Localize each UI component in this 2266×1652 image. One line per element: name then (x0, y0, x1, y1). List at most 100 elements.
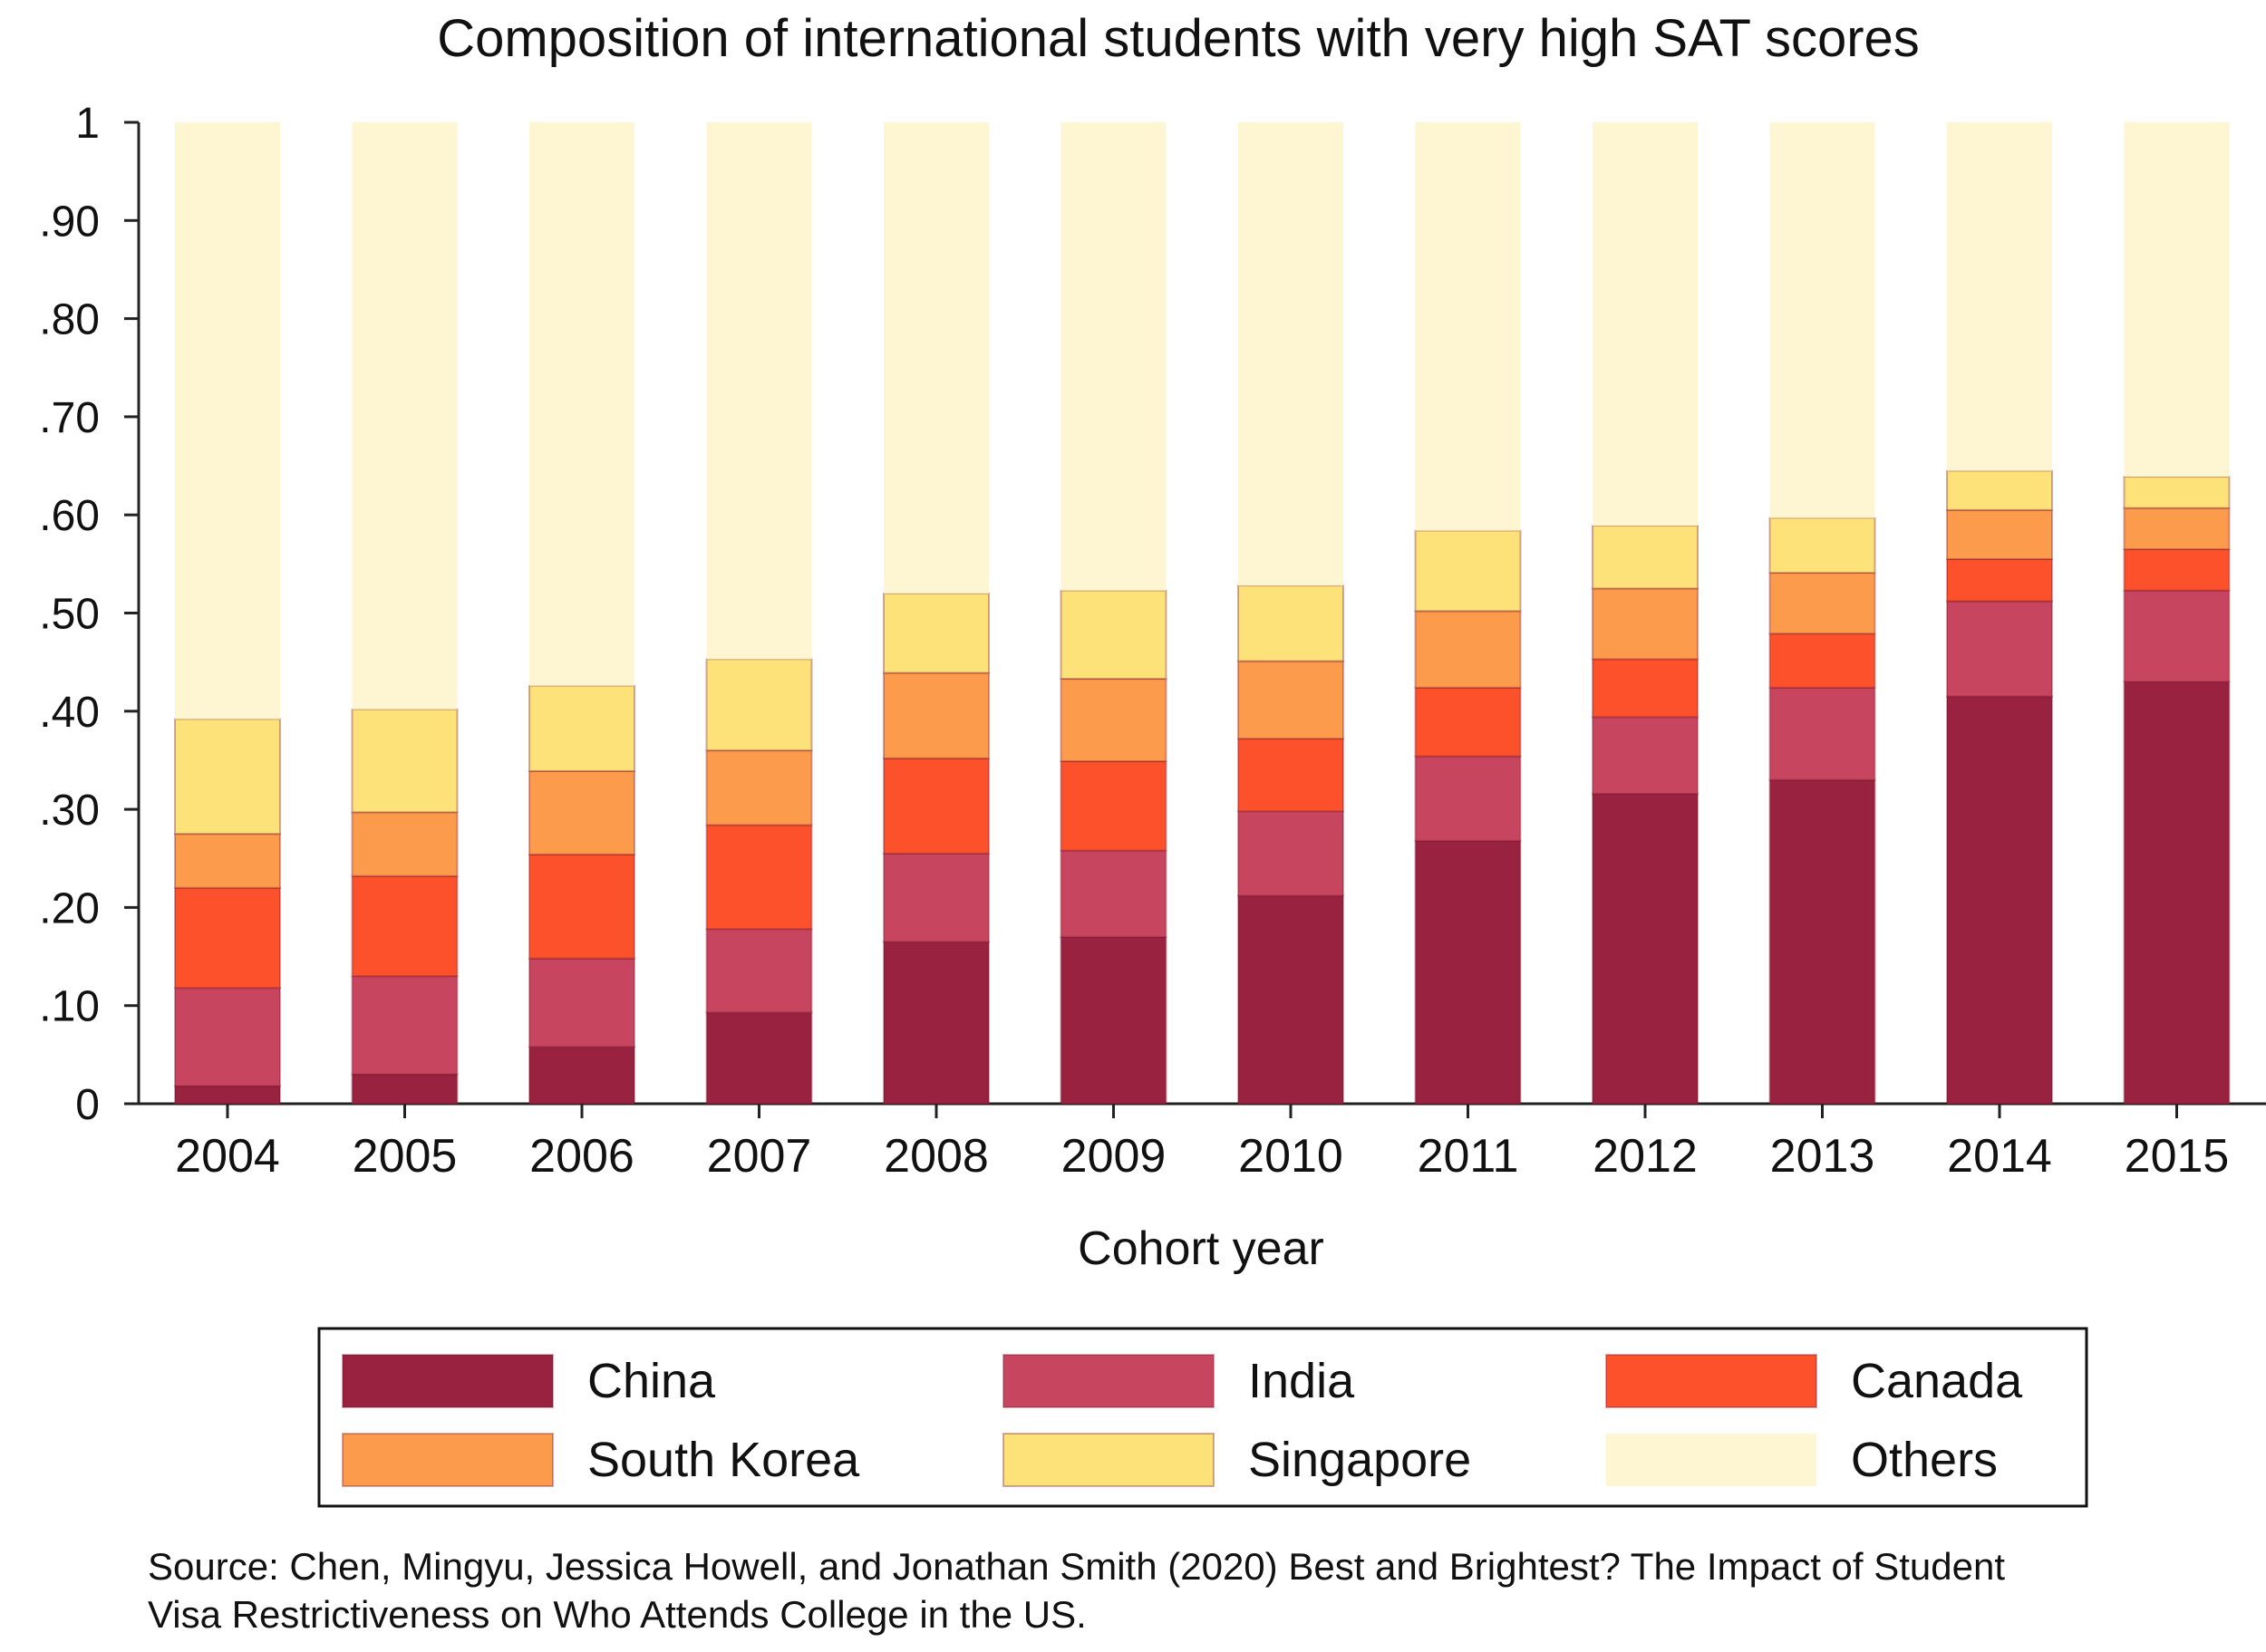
bar-segment-canada-2015 (2123, 548, 2231, 592)
bar-segment-others-2013 (1769, 122, 1875, 518)
bar-segment-india-2010 (1237, 810, 1344, 897)
plot-area: 0 .10 .20 .30 .40 .50 .60 .70 .80 .90 1 2004 2005 200… (39, 100, 2266, 1183)
bar-segment-south-korea-2010 (1237, 660, 1344, 740)
x-tick-label: 2007 (707, 1130, 812, 1183)
bar-segment-south-korea-2014 (1946, 508, 2053, 560)
y-tick-label: .60 (39, 492, 100, 540)
bar-segment-india-2015 (2123, 589, 2231, 683)
bar-segment-others-2007 (706, 122, 812, 660)
legend-label-india: India (1248, 1354, 1355, 1408)
bar-segment-india-2008 (883, 852, 990, 943)
legend-swatch-south-korea (342, 1433, 554, 1487)
bar-segment-canada-2006 (528, 853, 635, 960)
bar-segment-singapore-2007 (705, 658, 813, 752)
bar-segment-india-2011 (1414, 755, 1522, 842)
bar-segment-canada-2004 (174, 886, 281, 990)
x-tick-label: 2008 (884, 1130, 989, 1183)
x-tick-label: 2015 (2125, 1130, 2230, 1183)
legend-label-others: Others (1851, 1433, 1998, 1487)
legend: China India Canada South Korea Singapore Othe… (317, 1327, 2088, 1508)
y-tick-label: .10 (39, 983, 100, 1031)
bar-segment-canada-2010 (1237, 738, 1344, 813)
legend-label-south-korea: South Korea (587, 1433, 860, 1487)
x-axis-title: Cohort year (1078, 1222, 1324, 1275)
bar-segment-south-korea-2009 (1060, 678, 1167, 763)
bar-segment-china-2008 (883, 941, 990, 1106)
x-tick-label: 2009 (1061, 1130, 1167, 1183)
bar-segment-china-2005 (351, 1073, 459, 1106)
bar-segment-others-2015 (2124, 122, 2230, 477)
bar-segment-canada-2014 (1946, 557, 2053, 603)
bar-segment-china-2006 (528, 1046, 635, 1106)
x-tick-label: 2005 (353, 1130, 458, 1183)
bar-segment-south-korea-2012 (1592, 587, 1699, 661)
bar-segment-canada-2012 (1592, 658, 1699, 719)
bar-segment-south-korea-2015 (2123, 507, 2231, 551)
y-tick-label: .40 (39, 689, 100, 737)
bar-segment-others-2010 (1238, 122, 1343, 586)
bar-segment-singapore-2015 (2123, 475, 2231, 509)
y-tick-label: .30 (39, 787, 100, 835)
bar-segment-canada-2011 (1414, 686, 1522, 758)
legend-label-china: China (587, 1354, 716, 1408)
chart-title: Composition of international students wi… (437, 9, 1920, 68)
bar-segment-singapore-2008 (883, 592, 990, 674)
bar-segment-others-2004 (175, 122, 280, 720)
x-tick-label: 2014 (1947, 1130, 2052, 1183)
bar-segment-china-2009 (1060, 935, 1167, 1106)
x-tick-label: 2012 (1593, 1130, 1698, 1183)
legend-swatch-others (1606, 1434, 1816, 1486)
bar-segment-others-2005 (352, 122, 458, 710)
bar-segment-south-korea-2006 (528, 769, 635, 855)
bar-segment-china-2010 (1237, 894, 1344, 1105)
y-tick-label: .70 (39, 394, 100, 442)
bar-segment-others-2014 (1947, 122, 2052, 471)
bar-segment-canada-2009 (1060, 760, 1167, 852)
bar-segment-china-2014 (1946, 695, 2053, 1105)
bar-segment-others-2012 (1593, 122, 1698, 527)
bar-segment-south-korea-2013 (1768, 572, 1876, 635)
bar-segment-singapore-2004 (174, 718, 281, 836)
bar-segment-china-2013 (1768, 778, 1876, 1105)
y-tick-label: .80 (39, 296, 100, 344)
x-tick-label: 2006 (529, 1130, 634, 1183)
y-tick-label: .90 (39, 198, 100, 246)
bar-segment-china-2015 (2123, 681, 2231, 1105)
bar-segment-china-2004 (174, 1085, 281, 1105)
legend-swatch-canada (1605, 1354, 1817, 1408)
bar-segment-china-2012 (1592, 792, 1699, 1105)
y-tick-label: 0 (75, 1081, 100, 1129)
bar-segment-canada-2013 (1768, 633, 1876, 689)
x-tick-label: 2010 (1238, 1130, 1343, 1183)
bar-segment-canada-2008 (883, 757, 990, 855)
bar-segment-india-2004 (174, 987, 281, 1087)
bar-segment-canada-2007 (705, 824, 813, 931)
bar-segment-south-korea-2007 (705, 749, 813, 826)
bar-segment-india-2009 (1060, 849, 1167, 938)
y-tick-label: .50 (39, 591, 100, 639)
legend-label-canada: Canada (1851, 1354, 2023, 1408)
source-note: Source: Chen, Mingyu, Jessica Howell, an… (148, 1545, 2006, 1636)
bar-segment-singapore-2011 (1414, 529, 1522, 613)
bar-segment-singapore-2014 (1946, 469, 2053, 511)
bar-segment-india-2006 (528, 957, 635, 1048)
y-tick-label: .20 (39, 884, 100, 932)
bar-segment-others-2006 (529, 122, 634, 686)
bar-segment-others-2008 (884, 122, 989, 594)
bar-segment-india-2012 (1592, 716, 1699, 795)
bar-segment-singapore-2006 (528, 684, 635, 772)
bar-segment-singapore-2005 (351, 708, 459, 814)
bar-segment-singapore-2010 (1237, 584, 1344, 662)
y-tick-label: 1 (75, 100, 100, 148)
x-tick-label: 2011 (1418, 1130, 1519, 1183)
bar-segment-singapore-2009 (1060, 589, 1167, 681)
bar-segment-india-2005 (351, 975, 459, 1076)
bar-segment-singapore-2012 (1592, 525, 1699, 590)
x-tick-label: 2004 (175, 1130, 280, 1183)
bar-segment-south-korea-2011 (1414, 610, 1522, 689)
legend-label-singapore: Singapore (1248, 1433, 1471, 1487)
bar-segment-china-2007 (705, 1011, 813, 1106)
bar-segment-india-2014 (1946, 600, 2053, 698)
